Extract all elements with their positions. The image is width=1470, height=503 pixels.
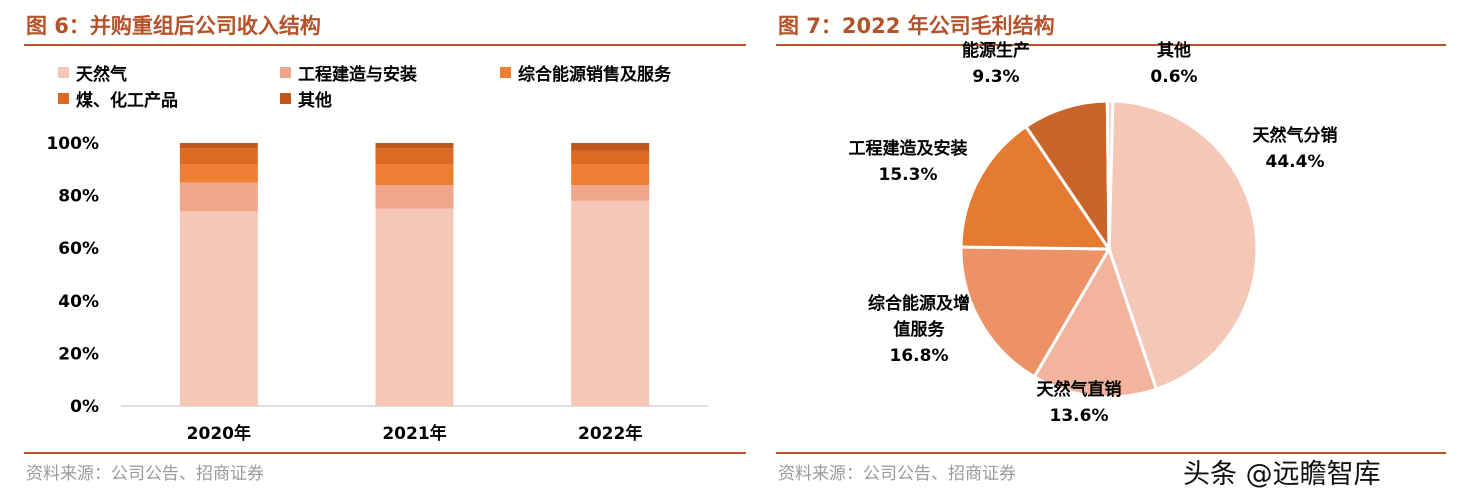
bar-segment bbox=[179, 182, 258, 212]
pie-label: 天然气分销 44.4% bbox=[1253, 125, 1338, 172]
legend-label: 天然气 bbox=[76, 65, 127, 85]
x-tick-label: 2020年 bbox=[187, 423, 251, 444]
pie-slice bbox=[1107, 99, 1259, 392]
pie-label-value: 13.6% bbox=[1050, 406, 1109, 426]
chart-title-revenue: 图 6：并购重组后公司收入结构 bbox=[26, 14, 321, 38]
chart-title-gross-profit: 图 7：2022 年公司毛利结构 bbox=[778, 14, 1055, 38]
pie-label-value: 0.6% bbox=[1150, 67, 1197, 87]
bar-segment bbox=[179, 164, 258, 183]
pie-label: 能源生产 9.3% bbox=[962, 40, 1030, 87]
bar-segment bbox=[375, 164, 454, 186]
legend-item: 其他 bbox=[280, 86, 332, 111]
pie-label-name: 天然气分销 bbox=[1253, 125, 1338, 146]
pie-slice bbox=[959, 124, 1112, 251]
right-chart-panel: 图 7：2022 年公司毛利结构 天然气分销 44.4% 天然气直销 13.6% 综合能… bbox=[776, 0, 1446, 503]
pie-label-value: 15.3% bbox=[879, 165, 938, 185]
legend-swatch bbox=[500, 67, 511, 78]
bar-segment bbox=[375, 208, 454, 406]
left-chart-panel: 图 6：并购重组后公司收入结构 天然气 工程建造与安装 综合能源销售及服务煤、化工产… bbox=[24, 0, 746, 503]
source-rule bbox=[24, 452, 746, 454]
pie-slice bbox=[959, 245, 1112, 379]
bar-segment bbox=[571, 185, 650, 201]
stacked-bar-chart: 0% 20% 40% 60% 80% 100% 2020年 2021年 2022年 bbox=[46, 134, 708, 444]
legend-item: 综合能源销售及服务 bbox=[500, 60, 671, 85]
legend-swatch bbox=[58, 67, 69, 78]
source-note: 资料来源：公司公告、招商证券 bbox=[26, 464, 264, 484]
bar-segment bbox=[179, 143, 258, 149]
pie-label-name: 工程建造及安装 bbox=[849, 138, 968, 159]
pie-slice bbox=[1105, 99, 1115, 250]
pie-label: 其他 0.6% bbox=[1150, 40, 1197, 87]
y-tick-label: 80% bbox=[58, 187, 99, 207]
bar-segment bbox=[375, 143, 454, 149]
bar-segment bbox=[179, 148, 258, 165]
bar-segment bbox=[179, 211, 258, 406]
legend-label: 工程建造与安装 bbox=[298, 65, 417, 85]
legend-swatch bbox=[280, 67, 291, 78]
pie-label: 天然气直销 13.6% bbox=[1037, 379, 1122, 426]
source-rule bbox=[776, 452, 1446, 454]
pie-label: 工程建造及安装 15.3% bbox=[849, 138, 968, 185]
pie-label-name: 能源生产 bbox=[962, 40, 1030, 61]
bar-segment bbox=[571, 150, 650, 165]
bar-segment bbox=[571, 164, 650, 186]
legend-label: 煤、化工产品 bbox=[76, 91, 178, 111]
pie-slice bbox=[1023, 99, 1111, 254]
bar-segment bbox=[375, 185, 454, 209]
y-tick-label: 40% bbox=[58, 292, 99, 312]
legend-label: 综合能源销售及服务 bbox=[518, 65, 671, 85]
y-tick-label: 100% bbox=[46, 134, 99, 154]
legend-item: 煤、化工产品 bbox=[58, 86, 178, 111]
pie-label-name: 值服务 bbox=[894, 319, 946, 340]
pie-label-value: 44.4% bbox=[1266, 152, 1325, 172]
legend-item: 天然气 bbox=[58, 60, 127, 85]
bar-legend: 天然气 工程建造与安装 综合能源销售及服务煤、化工产品 其他 bbox=[58, 60, 758, 111]
x-tick-label: 2021年 bbox=[382, 423, 446, 444]
watermark: 头条 @远瞻智库 bbox=[1183, 459, 1381, 490]
pie-slice bbox=[1032, 245, 1159, 399]
pie-label-name: 天然气直销 bbox=[1037, 379, 1122, 400]
y-tick-label: 20% bbox=[58, 344, 99, 364]
legend-swatch bbox=[58, 93, 69, 104]
pie-label-value: 16.8% bbox=[890, 346, 949, 366]
y-tick-label: 60% bbox=[58, 239, 99, 259]
title-rule bbox=[776, 44, 1446, 46]
x-tick-label: 2022年 bbox=[578, 423, 642, 444]
title-rule bbox=[24, 44, 746, 46]
legend-swatch bbox=[280, 93, 291, 104]
pie-label-name: 其他 bbox=[1157, 40, 1191, 61]
bar-segment bbox=[571, 143, 650, 151]
pie-label-value: 9.3% bbox=[972, 67, 1019, 87]
bar-segment bbox=[571, 200, 650, 406]
bar-segment bbox=[375, 148, 454, 165]
legend-label: 其他 bbox=[298, 91, 332, 111]
legend-item: 工程建造与安装 bbox=[280, 60, 417, 85]
pie-label-name: 综合能源及增 bbox=[868, 293, 970, 314]
y-tick-label: 0% bbox=[70, 397, 99, 417]
source-note: 资料来源：公司公告、招商证券 bbox=[778, 464, 1016, 484]
